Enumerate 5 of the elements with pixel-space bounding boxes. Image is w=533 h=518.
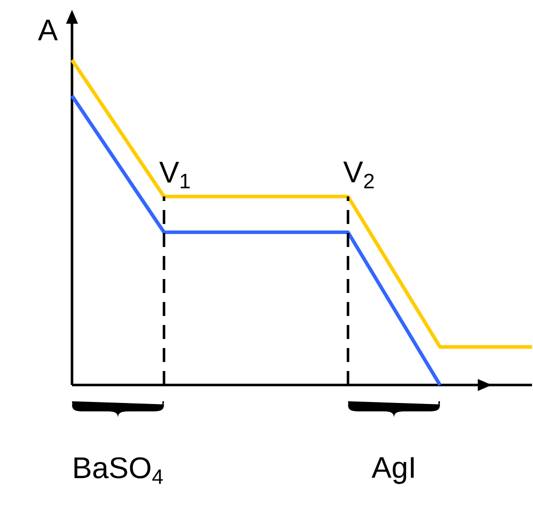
annotation: V$_{2}$ [343, 162, 374, 188]
text: BaSO$_{4}$ [74, 457, 163, 484]
annotation: V$_{1}$ [159, 162, 190, 188]
text: AgI [372, 457, 414, 484]
y-axis-title: A [38, 20, 58, 40]
